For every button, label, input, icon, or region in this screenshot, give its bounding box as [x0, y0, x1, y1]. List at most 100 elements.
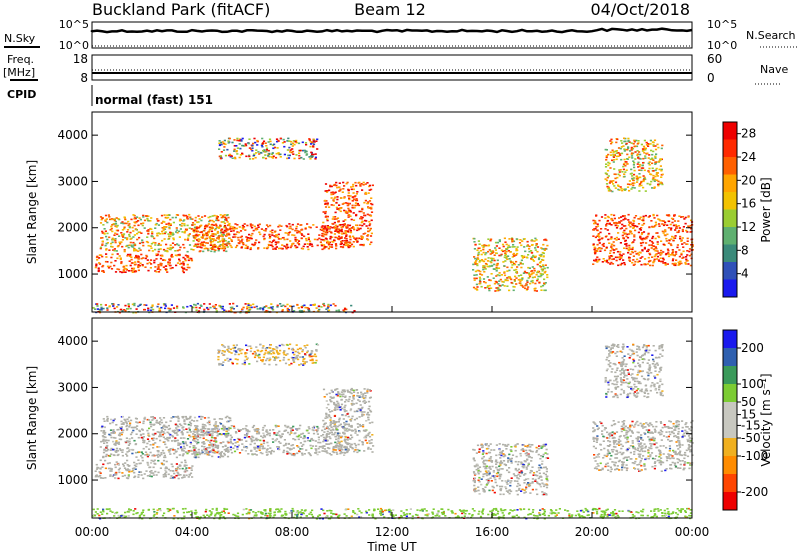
velocity-cell — [379, 511, 381, 513]
power-cell — [633, 140, 635, 142]
power-cell — [105, 261, 107, 263]
power-cell — [532, 266, 534, 268]
power-cell — [649, 265, 651, 267]
power-cell — [180, 228, 182, 230]
velocity-cell — [185, 467, 187, 469]
power-cell — [634, 217, 636, 219]
power-cell — [106, 243, 108, 245]
velocity-cell — [206, 514, 208, 516]
velocity-cell — [392, 509, 394, 511]
power-cell — [285, 225, 287, 227]
velocity-cell — [464, 515, 466, 517]
power-cell — [627, 252, 629, 254]
velocity-cell — [168, 429, 170, 431]
power-cell — [514, 286, 516, 288]
power-cell — [338, 309, 340, 311]
power-cell — [632, 160, 634, 162]
power-cell — [631, 152, 633, 154]
velocity-cell — [614, 509, 616, 511]
velocity-cell — [607, 509, 609, 511]
velocity-cell — [164, 429, 166, 431]
velocity-cell — [169, 509, 171, 511]
power-cell — [275, 244, 277, 246]
nsky-trace — [92, 29, 692, 32]
velocity-cell — [437, 510, 439, 512]
velocity-cell — [176, 469, 178, 471]
power-cell — [102, 241, 104, 243]
velocity-cell — [118, 515, 120, 517]
power-cell — [131, 259, 133, 261]
power-cell — [328, 243, 330, 245]
power-cell — [477, 270, 479, 272]
velocity-cell — [179, 474, 181, 476]
power-cell — [652, 242, 654, 244]
power-cell — [124, 249, 126, 251]
power-cell — [241, 153, 243, 155]
power-cell — [125, 271, 127, 273]
power-cell — [277, 147, 279, 149]
velocity-cell — [586, 509, 588, 511]
power-cell — [504, 238, 506, 240]
power-cell — [182, 220, 184, 222]
power-cell — [284, 141, 286, 143]
power-cell — [540, 289, 542, 291]
power-cell — [638, 232, 640, 234]
power-cell — [157, 254, 159, 256]
power-cell — [682, 231, 684, 233]
power-cell — [599, 232, 601, 234]
power-cell — [325, 183, 327, 185]
velocity-cell — [159, 424, 161, 426]
power-cell — [484, 287, 486, 289]
velocity-cell — [654, 509, 656, 511]
power-cell — [242, 138, 244, 140]
power-cell — [634, 261, 636, 263]
power-cell — [130, 308, 132, 310]
power-cell — [343, 244, 345, 246]
power-cell — [246, 248, 248, 250]
power-cell — [619, 259, 621, 261]
power-cell — [260, 152, 262, 154]
power-cell — [664, 230, 666, 232]
power-cell — [594, 260, 596, 262]
power-cell — [616, 237, 618, 239]
velocity-cell — [585, 508, 587, 510]
velocity-cell — [325, 516, 327, 518]
power-cell — [638, 169, 640, 171]
power-cell — [228, 243, 230, 245]
velocity-cell — [437, 513, 439, 515]
velocity-cell — [204, 516, 206, 518]
power-cell — [154, 266, 156, 268]
velocity-cell — [284, 513, 286, 515]
velocity-cell — [403, 512, 405, 514]
power-cell — [496, 290, 498, 292]
power-cell — [645, 238, 647, 240]
power-cell — [353, 189, 355, 191]
power-cell — [683, 226, 685, 228]
velocity-cell — [196, 432, 198, 434]
velocity-cell — [675, 512, 677, 514]
velocity-cell — [661, 512, 663, 514]
velocity-cell — [194, 417, 196, 419]
power-cell — [216, 227, 218, 229]
power-cell — [340, 243, 342, 245]
power-cell — [648, 257, 650, 259]
velocity-cell — [390, 510, 392, 512]
velocity-cell — [121, 451, 123, 453]
velocity-cell — [193, 451, 195, 453]
power-cell — [209, 303, 211, 305]
power-cell — [133, 250, 135, 252]
velocity-cell — [224, 454, 226, 456]
power-cell — [622, 232, 624, 234]
power-cell — [668, 256, 670, 258]
power-cell — [130, 238, 132, 240]
velocity-cell — [277, 511, 279, 513]
power-cell — [601, 238, 603, 240]
power-cell — [604, 260, 606, 262]
velocity-cell — [107, 449, 109, 451]
power-cell — [203, 309, 205, 311]
velocity-cell — [164, 470, 166, 472]
velocity-cell — [190, 425, 192, 427]
power-cell — [331, 204, 333, 206]
power-cell — [335, 230, 337, 232]
